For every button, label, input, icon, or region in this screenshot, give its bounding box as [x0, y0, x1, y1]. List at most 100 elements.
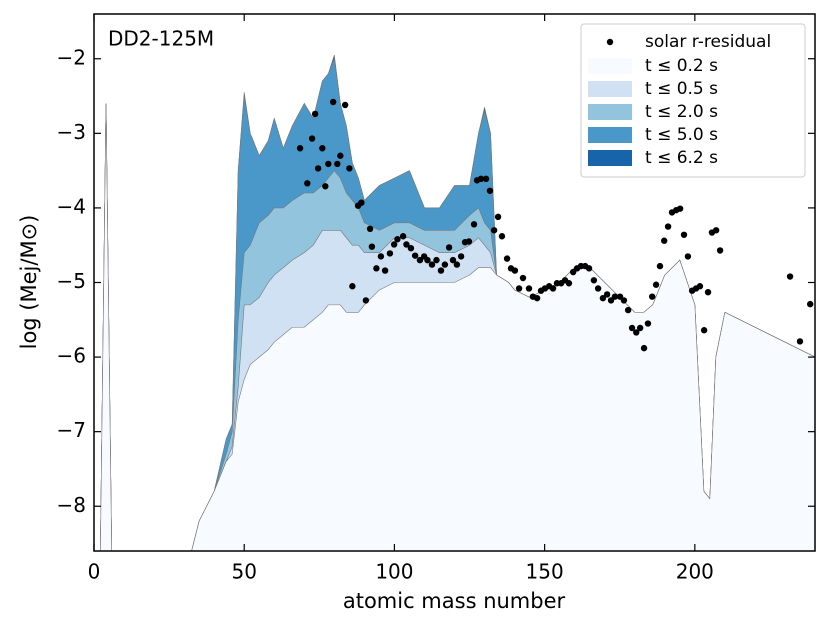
legend-label: t ≤ 0.5 s: [645, 79, 718, 99]
scatter-point: [329, 98, 337, 106]
y-tick-label: −6: [57, 344, 86, 368]
scatter-point: [515, 285, 523, 292]
y-tick-label: −4: [57, 194, 86, 218]
scatter-point: [304, 180, 311, 187]
scatter-point: [633, 329, 640, 336]
axes: 0 50 100 150 200 −8 −7 −6 −5 −4 −3 −2: [57, 14, 815, 584]
scatter-point: [386, 250, 394, 257]
scatter-point: [656, 262, 664, 270]
x-tick-label: 200: [676, 560, 714, 584]
scatter-point: [680, 231, 688, 238]
scatter-point: [311, 110, 319, 118]
scatter-point: [428, 261, 436, 268]
scatter-point: [494, 213, 502, 221]
scatter-point: [477, 175, 485, 183]
scatter-point: [449, 256, 457, 264]
legend-swatch: [588, 58, 632, 74]
legend-label: t ≤ 6.2 s: [645, 148, 718, 168]
scatter-point: [411, 252, 419, 259]
scatter-point: [358, 199, 365, 206]
scatter-point: [403, 241, 410, 248]
scatter-point: [308, 135, 316, 142]
legend-label: t ≤ 0.2 s: [645, 56, 718, 76]
scatter-point: [594, 285, 602, 292]
scatter-point: [433, 256, 440, 264]
scatter-point: [453, 261, 461, 268]
scatter-point: [624, 306, 632, 314]
scatter-point: [441, 261, 449, 268]
scatter-point: [337, 152, 344, 159]
legend-swatch: [588, 81, 632, 97]
scatter-point: [334, 160, 341, 168]
x-tick-label: 50: [231, 560, 256, 584]
x-tick-label: 100: [375, 560, 413, 584]
scatter-point: [498, 233, 506, 240]
scatter-point: [611, 293, 619, 300]
scatter-point: [366, 225, 374, 232]
scatter-point: [590, 277, 598, 284]
legend-swatch: [588, 150, 632, 166]
scatter-point: [416, 256, 424, 264]
x-tick-label: 0: [88, 560, 101, 584]
scatter-point: [470, 221, 478, 228]
scatter-point: [640, 344, 648, 352]
legend-label: solar r-residual: [645, 32, 771, 52]
scatter-point: [362, 297, 370, 304]
scatter-point: [806, 300, 814, 308]
legend-swatch: [588, 104, 632, 120]
scatter-point: [786, 273, 794, 280]
scatter-point: [648, 293, 656, 300]
scatter-point: [341, 101, 349, 109]
y-tick-label: −3: [57, 120, 86, 144]
scatter-point: [533, 294, 541, 302]
scatter-point: [399, 233, 407, 240]
scatter-point: [636, 324, 644, 332]
scatter-point: [437, 267, 445, 274]
legend-label: t ≤ 2.0 s: [645, 102, 718, 122]
scatter-point: [796, 338, 804, 345]
scatter-point: [620, 297, 628, 304]
legend-swatch: [588, 127, 632, 143]
scatter-point: [684, 253, 692, 260]
scatter-point: [525, 285, 533, 292]
scatter-point: [322, 183, 329, 190]
x-tick-label: 150: [526, 560, 564, 584]
scatter-point: [407, 244, 415, 252]
x-axis-label: atomic mass number: [343, 589, 566, 613]
scatter-point: [368, 243, 376, 250]
scatter-point: [457, 253, 465, 260]
scatter-point: [445, 244, 453, 251]
y-tick-label: −5: [57, 269, 86, 293]
scatter-point: [465, 238, 473, 245]
scatter-point: [377, 253, 385, 260]
scatter-point: [314, 165, 322, 172]
legend-box: [580, 23, 806, 178]
scatter-point: [644, 320, 652, 327]
scatter-point: [664, 223, 672, 230]
scatter-point: [511, 267, 519, 274]
scatter-point: [660, 237, 668, 244]
scatter-point: [349, 283, 356, 290]
scatter-point: [325, 160, 332, 168]
scatter-point: [603, 291, 611, 298]
y-tick-label: −8: [57, 493, 86, 517]
y-tick-label: −7: [57, 418, 86, 442]
scatter-point: [599, 294, 607, 302]
annotation: DD2-125M: [108, 27, 214, 51]
scatter-point: [696, 283, 704, 290]
scatter-point: [585, 265, 593, 272]
scatter-point: [394, 236, 401, 243]
scatter-point: [519, 274, 527, 282]
scatter-point: [381, 267, 389, 274]
scatter-point: [424, 256, 431, 264]
scatter-point: [296, 145, 304, 152]
scatter-point: [373, 265, 380, 272]
scatter-point: [565, 280, 573, 287]
scatter-point: [503, 255, 511, 262]
scatter-point: [390, 241, 398, 248]
scatter-point: [652, 281, 660, 288]
scatter-point: [486, 187, 494, 194]
legend: solar r-residual t ≤ 0.2 s t ≤ 0.5 s t ≤ 2.…: [588, 32, 771, 168]
plot-frame: [93, 13, 816, 552]
